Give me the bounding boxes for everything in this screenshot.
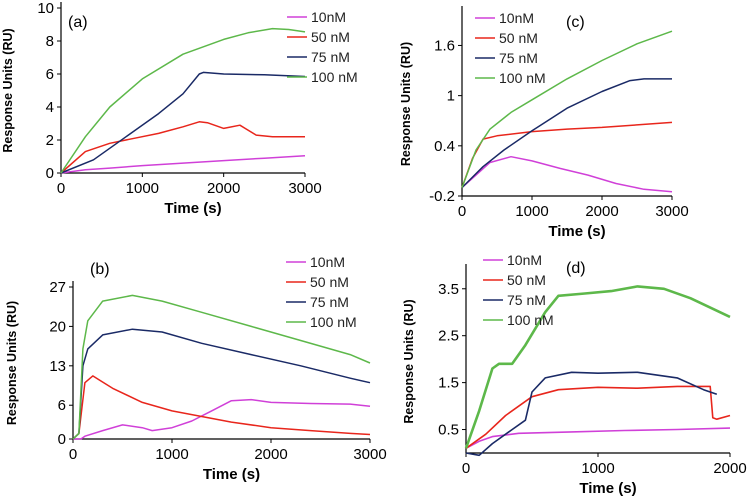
y-tick-label: 2.5 bbox=[438, 328, 459, 345]
x-tick-label: 0 bbox=[458, 203, 466, 220]
y-axis-label: Response Units (RU) bbox=[402, 299, 416, 423]
series-line-50nM bbox=[72, 375, 371, 440]
x-tick-label: 2000 bbox=[713, 460, 746, 477]
legend-label-10nM: 10nM bbox=[310, 254, 345, 270]
x-tick-label: 2000 bbox=[585, 203, 618, 220]
x-tick-label: 3000 bbox=[655, 203, 688, 220]
y-tick-label: 27 bbox=[49, 279, 66, 296]
x-tick-label: 0 bbox=[57, 180, 65, 197]
y-tick-label: 3.5 bbox=[438, 281, 459, 298]
legend-label-75nM: 75 nM bbox=[507, 292, 546, 308]
y-tick-label: 1.6 bbox=[434, 37, 455, 54]
panel-label: (d) bbox=[566, 260, 586, 277]
legend-label-50nM: 50 nM bbox=[311, 29, 350, 45]
legend-label-100nM: 100 nM bbox=[507, 312, 554, 328]
series-line-75nM bbox=[72, 328, 371, 440]
series-line-10nM bbox=[461, 155, 673, 193]
series-line-100nM bbox=[464, 285, 731, 449]
series-line-10nM bbox=[73, 398, 371, 440]
series-line-50nM bbox=[461, 121, 673, 188]
legend-label-100nM: 100 nM bbox=[310, 314, 357, 330]
y-tick-label: 2 bbox=[46, 132, 54, 149]
x-axis-label: Time (s) bbox=[164, 200, 221, 217]
y-tick-label: 13 bbox=[49, 358, 66, 375]
series-line-75nM bbox=[465, 371, 718, 457]
y-tick-label: 6 bbox=[46, 66, 54, 83]
y-tick-label: 1 bbox=[447, 88, 455, 105]
series-line-100nM bbox=[72, 294, 371, 440]
x-tick-label: 3000 bbox=[353, 446, 386, 463]
legend-label-10nM: 10nM bbox=[311, 9, 346, 25]
y-axis-label: Response Units (RU) bbox=[1, 28, 15, 152]
legend-label-75nM: 75 nM bbox=[499, 50, 538, 66]
panel-label: (b) bbox=[90, 261, 110, 278]
legend-label-50nM: 50 nM bbox=[499, 30, 538, 46]
x-tick-label: 1000 bbox=[126, 180, 159, 197]
x-tick-label: 0 bbox=[462, 460, 470, 477]
legend-label-50nM: 50 nM bbox=[310, 274, 349, 290]
y-tick-label: 4 bbox=[46, 99, 54, 116]
legend-label-100nM: 100 nM bbox=[499, 70, 546, 86]
legend-label-10nM: 10nM bbox=[499, 10, 534, 26]
y-axis-label: Response Units (RU) bbox=[5, 301, 19, 425]
legend-label-10nM: 10nM bbox=[507, 252, 542, 268]
series-line-75nM bbox=[461, 78, 672, 189]
legend-label-50nM: 50 nM bbox=[507, 272, 546, 288]
y-tick-label: 8 bbox=[46, 33, 54, 50]
legend-label-75nM: 75 nM bbox=[311, 49, 350, 65]
x-tick-label: 2000 bbox=[207, 180, 240, 197]
x-tick-label: 2000 bbox=[254, 446, 287, 463]
y-tick-label: 0.4 bbox=[434, 138, 455, 155]
series-line-50nM bbox=[465, 385, 731, 449]
y-tick-label: 6 bbox=[58, 397, 66, 414]
x-axis-label: Time (s) bbox=[203, 466, 260, 483]
series-line-10nM bbox=[60, 154, 306, 174]
y-tick-label: 20 bbox=[49, 318, 66, 335]
x-tick-label: 1000 bbox=[581, 460, 614, 477]
series-line-75nM bbox=[60, 71, 306, 174]
panel-label: (a) bbox=[68, 14, 88, 31]
x-axis-label: Time (s) bbox=[579, 480, 636, 497]
y-axis-label: Response Units (RU) bbox=[399, 42, 413, 166]
series-line-10nM bbox=[465, 427, 731, 450]
y-tick-label: 1.5 bbox=[438, 375, 459, 392]
legend-label-75nM: 75 nM bbox=[310, 294, 349, 310]
series-line-100nM bbox=[60, 27, 306, 174]
y-tick-label: -0.2 bbox=[429, 188, 455, 205]
y-tick-label: 0.5 bbox=[438, 422, 459, 439]
y-tick-label: 10 bbox=[37, 0, 54, 17]
y-tick-label: 0 bbox=[46, 165, 54, 182]
panel-d: 0 1000 2000 0.5 1.5 2.5 3.5 Time (s) Response Un… bbox=[402, 252, 747, 497]
series-line-100nM bbox=[461, 30, 673, 188]
panel-b: 0 1000 2000 3000 0 6 13 20 27 Time (s) Response Un… bbox=[5, 254, 387, 483]
legend-label-100nM: 100 nM bbox=[311, 69, 358, 85]
panel-a: 0 1000 2000 3000 0 2 4 6 8 10 Time (s) Response Uni… bbox=[1, 0, 358, 217]
series-line-50nM bbox=[60, 121, 305, 174]
y-tick-label: 0 bbox=[58, 431, 66, 448]
x-tick-label: 1000 bbox=[515, 203, 548, 220]
panel-label: (c) bbox=[566, 14, 585, 31]
x-tick-label: 3000 bbox=[288, 180, 321, 197]
x-tick-label: 0 bbox=[69, 446, 77, 463]
x-tick-label: 1000 bbox=[155, 446, 188, 463]
panel-c: 0 1000 2000 3000 -0.2 0.4 1 1.6 Time (s) Response… bbox=[399, 6, 689, 240]
x-axis-label: Time (s) bbox=[548, 223, 605, 240]
